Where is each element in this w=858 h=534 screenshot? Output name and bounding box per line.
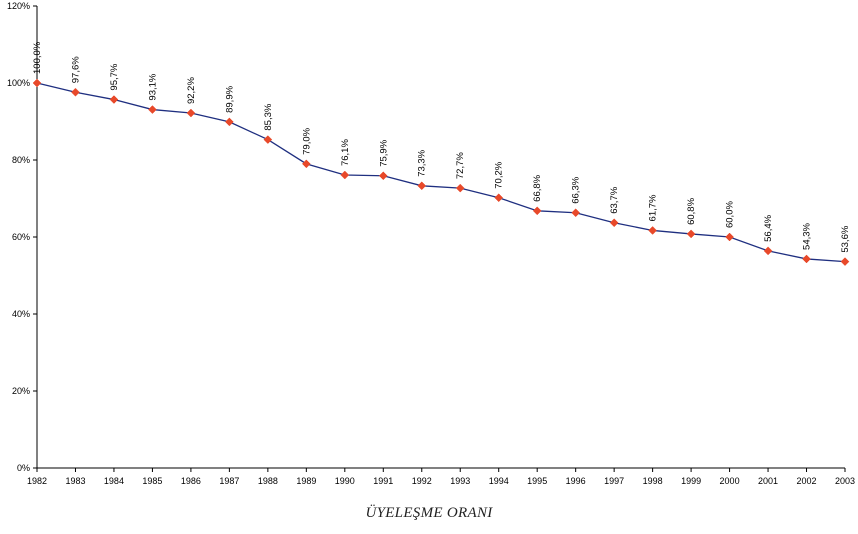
data-point-marker <box>609 218 619 228</box>
data-point-marker <box>802 254 811 264</box>
x-tick-label: 2002 <box>797 476 817 486</box>
y-tick-label: 120% <box>7 1 30 11</box>
x-tick-label: 1995 <box>527 476 547 486</box>
data-point-marker <box>725 232 734 242</box>
x-tick-label: 1992 <box>412 476 432 486</box>
x-tick-label: 1999 <box>681 476 701 486</box>
data-label: 85,3% <box>263 103 274 130</box>
x-tick-label: 1988 <box>258 476 278 486</box>
x-tick-label: 1985 <box>142 476 162 486</box>
y-tick-label: 60% <box>12 232 30 242</box>
y-axis-ticks: 0% 20% 40% 60% 80% 100% 120% <box>7 1 37 473</box>
y-tick-label: 40% <box>12 309 30 319</box>
data-point-marker <box>494 193 504 203</box>
x-tick-label: 2001 <box>758 476 778 486</box>
data-label: 60,0% <box>725 201 736 228</box>
data-label: 89,9% <box>224 85 235 112</box>
data-point-marker <box>532 206 542 216</box>
data-point-marker <box>686 229 696 239</box>
y-tick-label: 100% <box>7 78 30 88</box>
x-tick-label: 1987 <box>219 476 239 486</box>
x-tick-label: 1993 <box>450 476 470 486</box>
x-axis-ticks: 1982 1983 1984 1985 1986 1987 1988 1989 1990 1991… <box>27 468 855 486</box>
data-point-marker <box>32 78 42 88</box>
data-point-marker <box>263 135 273 144</box>
x-tick-label: 1986 <box>181 476 201 486</box>
x-tick-label: 2003 <box>835 476 855 486</box>
data-point-marker <box>455 183 465 193</box>
x-tick-label: 2000 <box>720 476 740 486</box>
x-tick-label: 1991 <box>373 476 393 486</box>
y-tick-label: 80% <box>12 155 30 165</box>
x-tick-label: 1989 <box>296 476 316 486</box>
data-point-marker <box>186 108 196 118</box>
data-point-marker <box>109 95 119 104</box>
data-label: 66,8% <box>532 174 543 201</box>
data-point-marker <box>301 159 311 169</box>
data-label: 53,6% <box>840 225 851 252</box>
data-label: 76,1% <box>340 139 351 166</box>
x-tick-label: 1983 <box>65 476 85 486</box>
data-label: 72,7% <box>455 152 466 179</box>
data-point-marker <box>225 117 234 127</box>
data-point-marker <box>763 246 773 256</box>
x-tick-label: 1982 <box>27 476 47 486</box>
data-label: 100,0% <box>32 41 43 74</box>
data-label: 66,3% <box>571 176 582 203</box>
x-tick-label: 1994 <box>489 476 509 486</box>
data-point-marker <box>648 226 657 235</box>
data-label: 56,4% <box>763 214 774 241</box>
x-tick-label: 1996 <box>566 476 586 486</box>
data-point-marker <box>340 170 350 180</box>
data-point-marker <box>840 257 850 266</box>
series-polyline <box>36 82 846 263</box>
data-label: 61,7% <box>648 194 659 221</box>
data-point-marker <box>417 181 427 191</box>
series-line <box>36 82 846 263</box>
y-tick-label: 0% <box>17 463 30 473</box>
data-label: 75,9% <box>378 139 389 166</box>
x-tick-label: 1984 <box>104 476 124 486</box>
data-label: 93,1% <box>147 73 158 100</box>
data-point-marker <box>378 171 388 181</box>
data-label: 70,2% <box>494 161 505 188</box>
y-tick-label: 20% <box>12 386 30 396</box>
x-tick-label: 1997 <box>604 476 624 486</box>
data-label: 92,2% <box>186 77 197 104</box>
data-point-marker <box>571 208 581 218</box>
data-label: 95,7% <box>109 63 120 90</box>
data-point-marker <box>148 105 157 114</box>
data-label: 73,3% <box>417 149 428 176</box>
data-label: 63,7% <box>609 186 620 213</box>
data-label: 54,3% <box>802 222 813 249</box>
series-markers <box>32 78 850 266</box>
x-tick-label: 1998 <box>643 476 663 486</box>
x-axis-title: ÜYELEŞME ORANI <box>365 505 493 521</box>
data-label: 79,0% <box>301 127 312 154</box>
data-point-marker <box>71 87 80 97</box>
data-label: 97,6% <box>70 56 81 83</box>
x-tick-label: 1990 <box>335 476 355 486</box>
data-label: 60,8% <box>686 197 697 224</box>
data-labels: 100,0% 97,6% 95,7% 93,1% 92,2% 89,9% 85,3% 79,0… <box>32 41 851 252</box>
